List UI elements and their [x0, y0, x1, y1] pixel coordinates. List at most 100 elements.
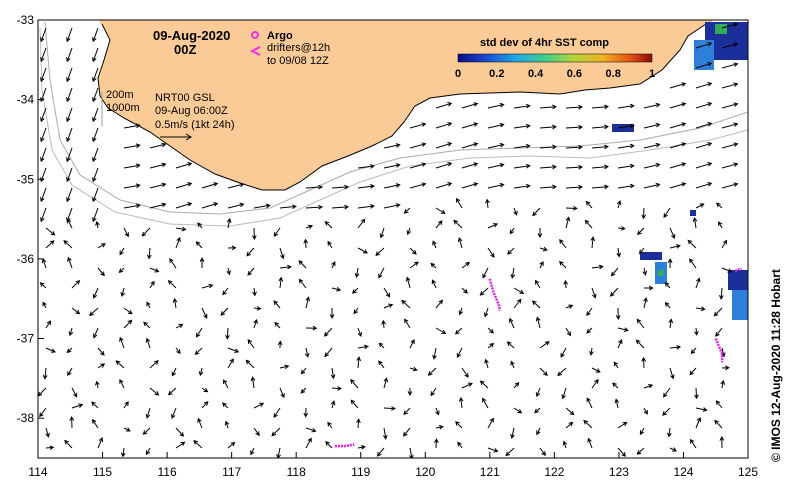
current-arrow-icon	[694, 387, 699, 400]
drifter-track	[734, 267, 742, 273]
current-arrow-icon	[435, 102, 453, 109]
current-arrow-icon	[89, 307, 99, 317]
current-arrow-icon	[97, 363, 106, 369]
current-arrow-icon	[433, 438, 439, 449]
land-mass	[97, 20, 713, 191]
current-arrow-icon	[487, 142, 505, 149]
current-arrow-icon	[435, 299, 444, 309]
x-tick-label: 119	[351, 465, 370, 479]
current-arrow-icon	[513, 382, 520, 389]
current-arrow-icon	[97, 437, 104, 449]
current-arrow-icon	[664, 301, 671, 309]
drifter-track	[488, 278, 501, 311]
current-arrow-icon	[409, 366, 418, 372]
current-arrow-icon	[587, 437, 593, 449]
current-arrow-icon	[193, 440, 203, 449]
current-arrow-icon	[409, 261, 419, 269]
current-arrow-icon	[431, 279, 437, 289]
current-arrow-icon	[695, 162, 713, 169]
current-arrow-icon	[123, 227, 129, 238]
current-arrow-icon	[643, 182, 661, 189]
current-arrow-icon	[669, 344, 682, 350]
current-arrow-icon	[92, 67, 99, 83]
current-arrow-icon	[323, 327, 333, 337]
current-arrow-icon	[721, 62, 739, 69]
current-arrow-icon	[199, 257, 205, 269]
current-arrow-icon	[357, 445, 366, 450]
current-arrow-icon	[300, 367, 307, 375]
colorbar-tick-label: 1	[649, 68, 655, 80]
current-arrow-icon	[689, 438, 697, 449]
x-axis: 114 115 116 117 118 119 120 121 122 123 124 125	[28, 452, 758, 479]
current-arrow-icon	[637, 227, 645, 236]
current-arrow-icon	[279, 204, 297, 210]
current-arrow-icon	[71, 279, 81, 289]
current-arrow-icon	[617, 123, 635, 129]
current-arrow-icon	[718, 221, 723, 229]
current-arrow-icon	[115, 360, 125, 369]
current-arrow-icon	[40, 47, 47, 63]
current-arrow-icon	[643, 102, 661, 109]
current-arrow-icon	[409, 447, 414, 458]
current-arrow-icon	[40, 67, 47, 83]
y-tick-label: -33	[17, 13, 35, 27]
current-arrow-icon	[175, 236, 181, 249]
current-arrow-icon	[644, 285, 654, 291]
current-arrow-icon	[123, 203, 141, 209]
current-arrow-icon	[586, 327, 593, 334]
current-arrow-icon	[383, 406, 396, 411]
current-arrow-icon	[378, 342, 385, 349]
argo-label: Argo	[267, 30, 293, 42]
current-arrow-icon	[617, 339, 623, 349]
current-arrow-icon	[719, 435, 725, 449]
current-arrow-icon	[253, 319, 258, 329]
y-tick-label: -35	[17, 172, 35, 186]
current-arrow-icon	[409, 182, 427, 189]
drifters-label: drifters@12h	[267, 42, 330, 54]
current-arrow-icon	[149, 162, 167, 169]
current-arrow-icon	[689, 367, 697, 376]
current-arrow-icon	[329, 307, 335, 320]
current-arrow-icon	[534, 279, 541, 289]
current-arrow-icon	[409, 247, 417, 255]
current-arrow-icon	[195, 327, 203, 338]
current-arrow-icon	[227, 347, 240, 353]
current-arrow-icon	[669, 367, 675, 380]
current-arrow-icon	[123, 307, 133, 315]
current-arrow-icon	[276, 447, 281, 458]
current-arrow-icon	[277, 340, 283, 349]
current-arrow-icon	[227, 245, 237, 251]
current-arrow-icon	[357, 164, 375, 169]
current-arrow-icon	[461, 182, 479, 189]
current-arrow-icon	[40, 107, 47, 123]
y-axis: -33 -34 -35 -36 -37 -38	[17, 13, 44, 425]
credit-text: © IMOS 12-Aug-2020 11:28 Hobart	[769, 269, 783, 462]
current-arrow-icon	[201, 182, 219, 189]
colorbar-tick-label: 0.6	[567, 68, 582, 80]
current-arrow-icon	[409, 339, 415, 349]
colorbar-tick-label: 0	[455, 68, 461, 80]
current-arrow-icon	[487, 247, 495, 258]
current-arrow-icon	[123, 143, 141, 149]
current-arrow-icon	[201, 307, 208, 319]
current-arrow-icon	[379, 227, 385, 239]
current-arrow-icon	[513, 298, 522, 309]
current-arrow-icon	[305, 427, 317, 433]
current-arrow-icon	[589, 347, 594, 356]
current-arrow-icon	[721, 82, 739, 89]
current-arrow-icon	[305, 296, 311, 309]
current-arrow-icon	[565, 216, 571, 229]
current-arrow-icon	[252, 287, 257, 297]
current-arrow-icon	[67, 367, 73, 377]
current-arrow-icon	[119, 336, 125, 349]
current-arrow-icon	[643, 384, 654, 389]
current-arrow-icon	[383, 203, 401, 209]
current-arrow-icon	[565, 304, 574, 309]
current-arrow-icon	[250, 447, 255, 456]
current-arrow-icon	[227, 202, 245, 209]
drifter-marker-icon	[249, 46, 261, 56]
current-arrow-icon	[487, 182, 505, 189]
current-arrow-icon	[195, 241, 203, 249]
current-arrow-icon	[357, 327, 362, 337]
current-arrow-icon	[617, 183, 635, 189]
